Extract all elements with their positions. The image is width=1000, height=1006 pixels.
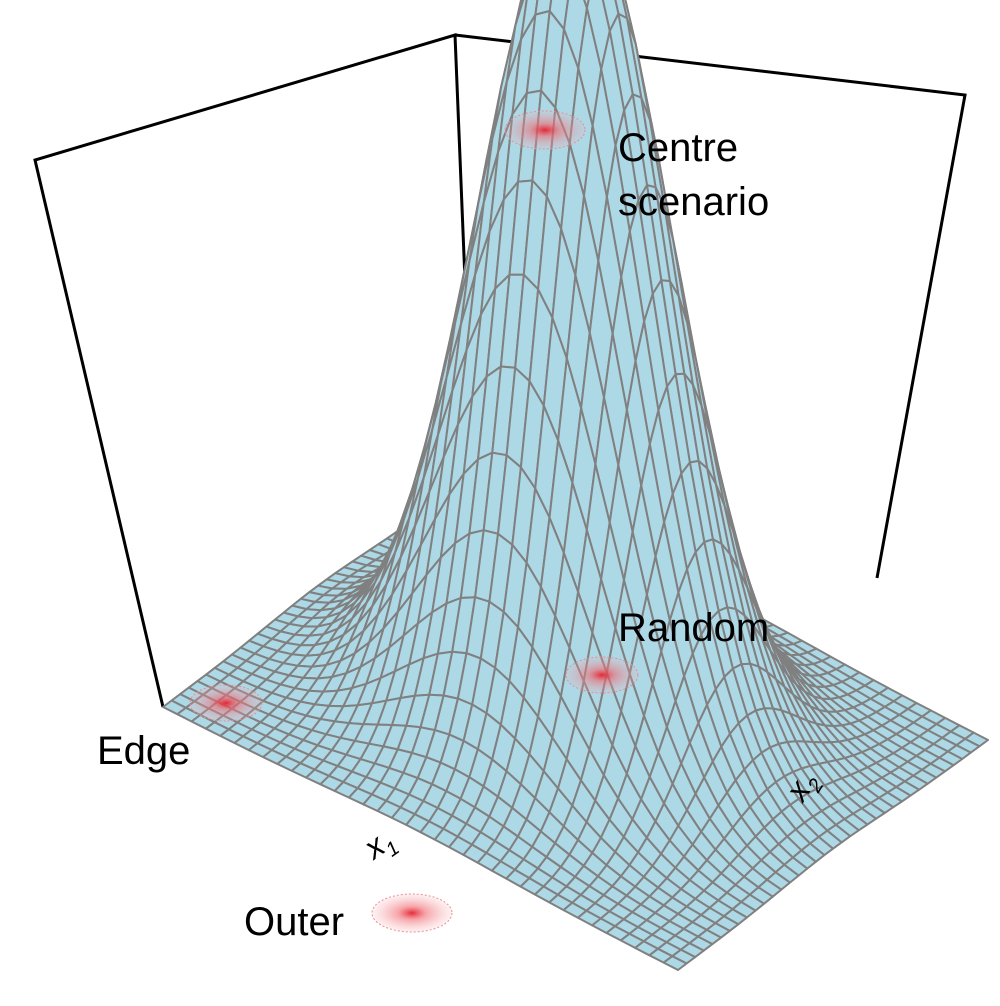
- label-outer: Outer: [244, 900, 344, 944]
- mesh-cell: [662, 955, 688, 971]
- axis-label-x1: x1: [356, 821, 404, 872]
- marker-outer: [371, 893, 453, 933]
- label-centre-line2: scenario: [618, 180, 769, 224]
- surface-mesh: [162, 0, 989, 971]
- box-back-left-face: [33, 33, 475, 708]
- label-centre-line1: Centre: [618, 126, 738, 170]
- label-random: Random: [618, 606, 769, 650]
- marker-random: [565, 656, 639, 694]
- svg-text:x1: x1: [356, 821, 404, 872]
- marker-centre: [504, 110, 586, 150]
- marker-edge: [189, 684, 263, 722]
- label-edge: Edge: [97, 729, 190, 773]
- markers: [189, 110, 639, 933]
